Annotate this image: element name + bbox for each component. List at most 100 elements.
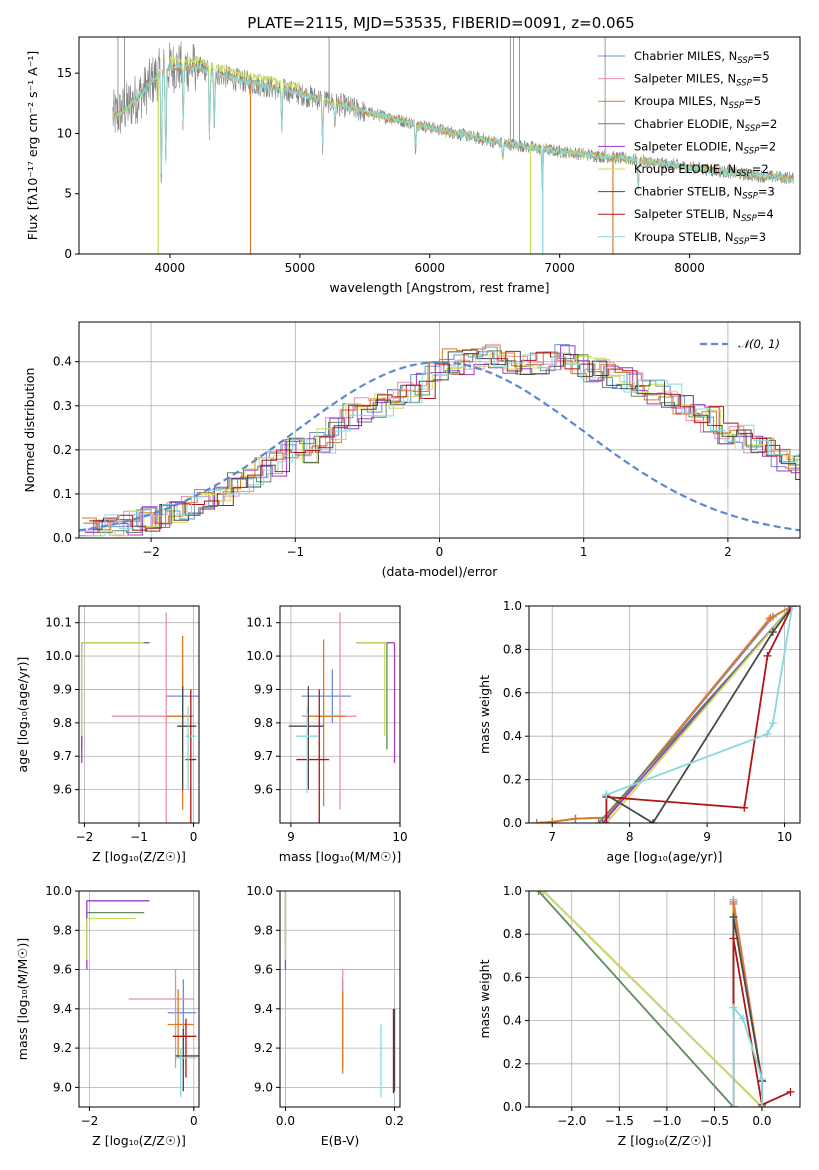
legend-entry: 𝒩(0, 1) xyxy=(738,337,780,351)
y-tick-label: 9.8 xyxy=(254,716,273,730)
y-tick-label: 9.6 xyxy=(254,963,273,977)
y-tick-label: 10.0 xyxy=(246,884,273,898)
model-spectrum xyxy=(112,63,794,191)
y-axis-label: Flux [fλ10⁻¹⁷ erg cm⁻² s⁻¹ A⁻¹] xyxy=(25,51,40,240)
x-tick-label: 0 xyxy=(190,1114,198,1128)
panel-spectrum: 4000 5000 6000 7000 8000 0 5 10 15 wavelength [An… xyxy=(25,36,801,295)
x-axis-label: age [log₁₀(age/yr)] xyxy=(607,849,723,864)
panel-cumulative-mass-vs-age: 7 8 9 10 0.0 0.2 0.4 0.6 0.8 1.0 age [log₁₀(age/yr… xyxy=(477,599,801,864)
x-tick-label: −1.5 xyxy=(605,1114,634,1128)
y-tick-label: 0.3 xyxy=(53,399,72,413)
panel-age-vs-Z: −2 −1 0 9.6 9.7 9.8 9.9 10.0 10.1 Z [log₁₀(Z/Z☉)]… xyxy=(15,605,200,864)
plot-area xyxy=(284,891,396,1098)
x-axis-label: wavelength [Angstrom, rest frame] xyxy=(329,280,549,295)
x-tick-label: −2.0 xyxy=(557,1114,586,1128)
plot-area xyxy=(86,900,199,1098)
series-marker xyxy=(763,730,772,739)
y-tick-label: 9.6 xyxy=(53,783,72,797)
series-marker xyxy=(729,1103,738,1107)
y-tick-label: 9.8 xyxy=(53,716,72,730)
y-tick-label: 5 xyxy=(64,187,72,201)
x-tick-label: 6000 xyxy=(414,261,445,275)
y-tick-label: 9.2 xyxy=(254,1041,273,1055)
panel-mass-vs-Z: −2 0 9.0 9.2 9.4 9.6 9.8 10.0 Z [log₁₀(Z/Z☉)] mas… xyxy=(15,884,200,1148)
y-tick-label: 0.1 xyxy=(53,487,72,501)
series-marker xyxy=(786,1087,795,1096)
axes-frame xyxy=(279,890,401,1108)
axes-frame xyxy=(78,321,801,539)
panel-residuals: −2 −1 0 1 2 0.0 0.1 0.2 0.3 0.4 (data-model)/error… xyxy=(22,321,801,579)
series-line xyxy=(605,606,794,823)
series-marker xyxy=(534,891,543,895)
series-marker xyxy=(757,1074,766,1083)
series-marker xyxy=(602,790,611,799)
x-axis-label: Z [log₁₀(Z/Z☉)] xyxy=(92,1133,186,1148)
y-tick-label: 9.0 xyxy=(53,1080,72,1094)
x-tick-label: 1 xyxy=(580,545,588,559)
series-line xyxy=(536,606,793,823)
axes-frame xyxy=(528,890,801,1108)
legend: 𝒩(0, 1) xyxy=(700,337,780,351)
y-tick-label: 10.1 xyxy=(246,616,273,630)
x-tick-label: 7 xyxy=(548,830,556,844)
y-tick-label: 1.0 xyxy=(503,599,522,613)
x-axis-label: mass [log₁₀(M/M☉)] xyxy=(279,849,401,864)
x-tick-label: 2 xyxy=(724,545,732,559)
y-tick-label: 0.4 xyxy=(503,729,522,743)
chart-title: PLATE=2115, MJD=53535, FIBERID=0091, z=0… xyxy=(247,14,634,32)
series-marker xyxy=(766,613,775,622)
series-marker xyxy=(740,803,749,812)
y-tick-label: 9.7 xyxy=(254,749,273,763)
legend-entry: Salpeter STELIB, NSSP=4 xyxy=(634,207,774,224)
series-marker xyxy=(539,891,548,895)
plot-area xyxy=(532,606,797,823)
x-tick-label: 8000 xyxy=(674,261,705,275)
series-marker xyxy=(598,819,607,823)
histogram-series xyxy=(87,349,800,532)
y-tick-label: 1.0 xyxy=(503,884,522,898)
series-line xyxy=(606,606,794,796)
y-tick-label: 0.0 xyxy=(503,1100,522,1114)
panel-mass-vs-EBV: 0.0 0.2 9.0 9.2 9.4 9.6 9.8 10.0 E(B-V) xyxy=(246,884,404,1148)
panel-age-vs-mass: 9 10 9.6 9.7 9.8 9.9 10.0 10.1 mass [log₁₀(M/M☉)… xyxy=(246,605,408,864)
y-tick-label: 10.0 xyxy=(45,884,72,898)
axes-frame xyxy=(78,605,200,824)
histogram-series xyxy=(89,351,800,531)
series-marker xyxy=(532,819,541,823)
y-tick-label: 15 xyxy=(57,66,72,80)
y-tick-label: 9.8 xyxy=(53,923,72,937)
legend: Chabrier MILES, NSSP=5 Salpeter MILES, NS… xyxy=(598,49,777,247)
x-axis-label: (data-model)/error xyxy=(382,564,499,579)
y-tick-label: 9.4 xyxy=(254,1002,273,1016)
x-tick-label: 0.2 xyxy=(385,1114,404,1128)
x-tick-label: 10 xyxy=(777,830,792,844)
histogram-series xyxy=(83,350,800,534)
series-marker xyxy=(571,814,580,823)
y-tick-label: 0.0 xyxy=(503,816,522,830)
x-tick-label: 9 xyxy=(287,830,295,844)
y-tick-label: 9.4 xyxy=(53,1002,72,1016)
y-axis-label: mass [log₁₀(M/M☉)] xyxy=(15,938,30,1060)
y-tick-label: 10 xyxy=(57,126,72,140)
plot-area xyxy=(81,612,199,823)
histogram-series xyxy=(86,353,800,537)
series-marker xyxy=(729,934,738,943)
normal-curve xyxy=(79,360,800,532)
model-spectrum xyxy=(112,62,794,190)
axes-frame xyxy=(279,605,401,824)
x-tick-label: 7000 xyxy=(544,261,575,275)
x-tick-label: −2 xyxy=(142,545,160,559)
plot-area xyxy=(534,891,795,1107)
y-axis-label: mass weight xyxy=(477,675,492,754)
y-axis-label: Normed distribution xyxy=(22,368,37,493)
series-line xyxy=(605,606,793,823)
x-tick-label: 5000 xyxy=(285,261,316,275)
series-marker xyxy=(768,628,777,637)
y-tick-label: 9.9 xyxy=(53,682,72,696)
y-tick-label: 0.8 xyxy=(503,927,522,941)
series-line xyxy=(542,891,763,1107)
x-axis-label: Z [log₁₀(Z/Z☉)] xyxy=(92,849,186,864)
y-tick-label: 0.0 xyxy=(53,531,72,545)
y-tick-label: 0.4 xyxy=(53,355,72,369)
